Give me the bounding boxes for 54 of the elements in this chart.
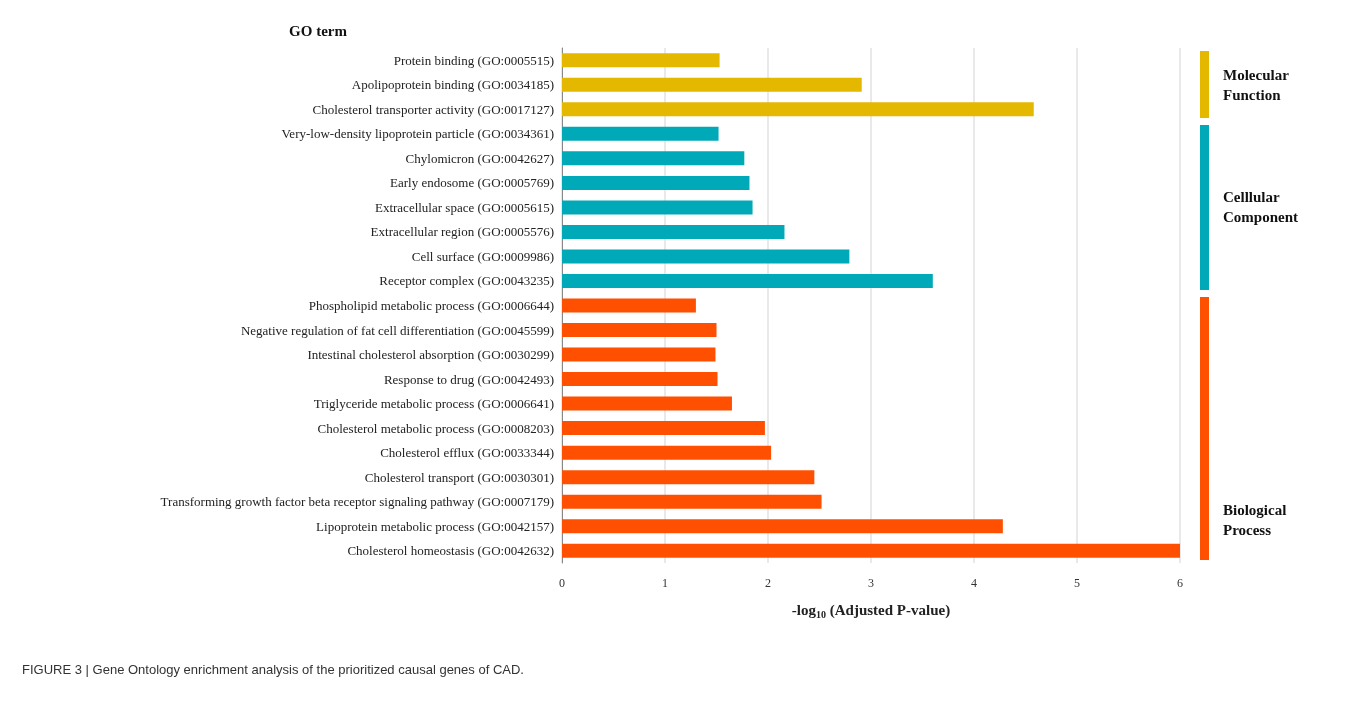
y-tick-label: Triglyceride metabolic process (GO:0006641) — [313, 396, 554, 412]
x-tick-label: 2 — [765, 576, 771, 590]
x-tick-label: 0 — [559, 576, 565, 590]
bar — [562, 249, 850, 264]
y-tick-label: Cholesterol transport (GO:0030301) — [364, 469, 554, 485]
y-tick-label: Chylomicron (GO:0042627) — [405, 150, 554, 166]
y-tick-label: Extracellular region (GO:0005576) — [370, 224, 554, 240]
bar — [562, 494, 822, 509]
y-tick-label: Transforming growth factor beta receptor signaling pathway (GO:0007179) — [160, 494, 554, 510]
bar — [562, 200, 753, 215]
y-tick-label: Extracellular space (GO:0005615) — [374, 199, 554, 215]
y-tick-label: Apolipoprotein binding (GO:0034185) — [351, 77, 554, 93]
bar — [562, 323, 717, 338]
bar — [562, 372, 718, 387]
x-tick-label: 1 — [662, 576, 668, 590]
y-tick-label: Negative regulation of fat cell differentiation (GO:0045599) — [240, 322, 554, 338]
y-tick-label: Early endosome (GO:0005769) — [390, 175, 554, 191]
y-tick-label: Receptor complex (GO:0043235) — [379, 273, 554, 289]
y-tick-label: Cholesterol homeostasis (GO:0042632) — [347, 543, 554, 559]
bar — [562, 470, 815, 485]
text: Molecular Function — [1223, 66, 1290, 103]
y-tick-label: Protein binding (GO:0005515) — [393, 52, 554, 68]
caption: FIGURE 3 | Gene Ontology enrichment analysis of the prioritized causal genes of CAD. — [22, 662, 524, 677]
y-tick-label: Very-low-density lipoprotein particle (GO:0034361) — [281, 126, 554, 142]
bar — [562, 151, 745, 166]
bar — [562, 519, 1003, 534]
bar — [562, 77, 862, 92]
x-tick-label: 6 — [1177, 576, 1183, 590]
x-tick-label: 4 — [971, 576, 977, 590]
bar — [562, 543, 1180, 558]
y-tick-label: Phospholipid metabolic process (GO:0006644) — [308, 298, 554, 313]
bar — [562, 347, 716, 362]
bar — [562, 273, 933, 288]
x-tick-label: 3 — [868, 576, 874, 590]
y-tick-label: Intestinal cholesterol absorption (GO:0030299) — [307, 347, 554, 363]
bar — [562, 53, 720, 68]
y-tick-label: Cholesterol transporter activity (GO:0017127) — [312, 101, 554, 117]
y-tick-label: Response to drug (GO:0042493) — [383, 371, 554, 387]
bar — [562, 175, 750, 190]
bar — [562, 126, 719, 141]
bar — [562, 396, 732, 411]
text: Celllular Component — [1223, 189, 1299, 226]
bar — [562, 298, 696, 313]
bar — [562, 224, 785, 239]
y-tick-label: Cell surface (GO:0009986) — [411, 248, 554, 264]
y-axis-title: GO term — [289, 22, 348, 39]
bar — [562, 102, 1034, 117]
text: Biological Process — [1223, 501, 1287, 538]
bar — [562, 445, 772, 460]
y-tick-label: Cholesterol metabolic process (GO:0008203) — [317, 420, 554, 436]
y-tick-label: Cholesterol efflux (GO:0033344) — [380, 445, 554, 461]
x-tick-label: 5 — [1074, 576, 1080, 590]
y-tick-label: Lipoprotein metabolic process (GO:0042157) — [316, 518, 554, 534]
bar — [562, 421, 765, 436]
